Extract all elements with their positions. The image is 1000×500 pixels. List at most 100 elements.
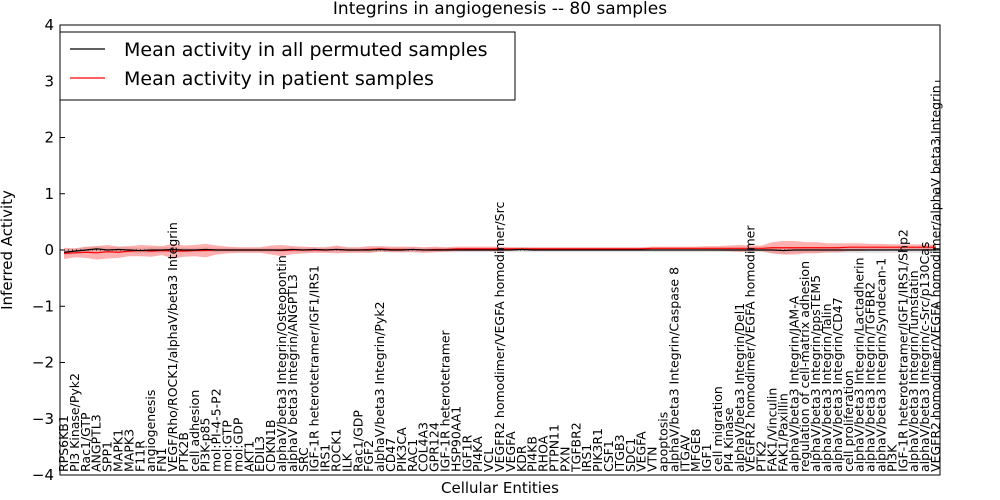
series-line-patient [63, 246, 936, 254]
category-label: MAPK3 [121, 429, 136, 472]
category-label: cell adhesion [187, 390, 202, 472]
category-label: PIK3CA [394, 427, 409, 472]
category-label: mol:PI-4-5-P2 [209, 388, 224, 472]
category-label: ITGAV [677, 434, 692, 472]
y-ticks: −4 −3 −2 −1 0 1 2 3 4 [32, 16, 940, 484]
legend: Mean activity in all permuted samples Me… [59, 31, 516, 101]
category-label: VEGF/Rho/ROCK1/alphaV/beta3 Integrin [165, 222, 180, 472]
category-label: TGFBR2 [568, 422, 583, 473]
chart-title: Integrins in angiogenesis -- 80 samples [333, 0, 667, 19]
category-label: VCL [481, 448, 496, 472]
category-label: PTK2 [754, 441, 769, 472]
category-label: alphaV/beta3 Integrin/TGFBR2 [863, 282, 878, 472]
category-label: FGF2 [361, 440, 376, 472]
legend-label-permuted: Mean activity in all permuted samples [124, 39, 487, 61]
category-label: FAK1/Vinculin [765, 388, 780, 472]
category-label: HSP90AA1 [448, 406, 463, 472]
category-label: alphaV/beta3 Integrin/Pyk2 [372, 301, 387, 472]
category-label: ANGPTL3 [89, 414, 104, 472]
category-label: mol:GDP [230, 417, 245, 472]
category-label: VEGFR2 homodimer/VEGFA homodimer/alphaV … [928, 85, 943, 472]
category-label: PIK3R1 [590, 428, 605, 472]
category-label: PI4KB [525, 436, 540, 472]
category-label: alphaV/beta3 Integrin/JAM-A [786, 296, 801, 472]
category-label: alphaV/beta3 Integrin/Tumstatin [906, 270, 921, 472]
category-label: IRS1 [579, 444, 594, 472]
category-label: RAC1 [405, 439, 420, 472]
category-label: SRC [296, 447, 311, 472]
category-label: VEGFA [503, 431, 518, 472]
category-label: ITGB3 [612, 434, 627, 472]
y-axis-label: Inferred Activity [0, 190, 16, 310]
category-label: GPR124 [427, 422, 442, 472]
category-label: MFGE8 [688, 428, 703, 472]
category-label: mol:GTP [220, 420, 235, 472]
category-label: CD47 [383, 438, 398, 472]
category-label: EDIL3 [252, 436, 267, 472]
category-label: IRS1 [318, 444, 333, 472]
category-label: Rac1/GDP [350, 410, 365, 472]
category-label: alphaV/beta3 Integrin/Caspase 8 [666, 267, 681, 472]
category-label: VEGFR2 homodimer/VEGFA homodimer [743, 225, 758, 472]
category-label: alphaV/beta3 Integrin/ppsTEM5 [808, 275, 823, 472]
category-label: apoptosis [656, 412, 671, 472]
category-label: alphaV/beta3 Integrin/Lactadherin [852, 257, 867, 472]
category-label: alphaV/beta3 Integrin/c-Src/p130Cas [917, 242, 932, 472]
category-label: VEGFA [634, 431, 649, 472]
category-label: IGF-1R heterotetramer [438, 329, 453, 472]
category-label: PI3 Kinase/Pyk2 [67, 373, 82, 472]
category-label: alphaV/beta3 Integrin/Del1 [732, 303, 747, 472]
y-tick-label: 4 [44, 16, 54, 34]
category-label: alphaV/beta3 Integrin/Talin [819, 304, 834, 473]
category-label: angiogenesis [143, 390, 158, 472]
y-tick-label: −4 [32, 466, 54, 484]
category-label: alphaV beta3 Integrin/ANGPTL3 [285, 274, 300, 472]
category-label: SDC1 [623, 438, 638, 472]
y-tick-label: −2 [32, 354, 54, 372]
category-label: alphaV/beta3 Integrin/CD47 [830, 297, 845, 472]
y-tick-label: 1 [44, 185, 54, 203]
category-label: PI4KA [470, 436, 485, 472]
legend-box [59, 31, 516, 101]
category-label: alphaV/beta3 Integrin/Syndecan-1 [874, 258, 889, 472]
y-tick-label: 2 [44, 129, 54, 147]
legend-label-patient: Mean activity in patient samples [124, 68, 434, 90]
category-label: IGF-1R heterotetramer/IGF1/IRS1 [307, 265, 322, 472]
category-label: cell migration [710, 386, 725, 472]
x-axis-label: Cellular Entities [441, 479, 559, 497]
category-label: COL4A3 [416, 422, 431, 472]
category-label: MAPK1 [111, 429, 126, 472]
category-label: PI4 Kinase [721, 407, 736, 472]
category-label: ILK [339, 452, 354, 472]
series-line-permuted [63, 248, 936, 253]
category-label: CSF1 [601, 440, 616, 472]
category-label: cell proliferation [841, 370, 856, 472]
category-label: FAK1/Paxillin [775, 393, 790, 472]
y-tick-label: −3 [32, 410, 54, 428]
category-label: IGF1 [699, 443, 714, 472]
category-label: alphaV/beta3 Integrin/Osteopontin [274, 255, 289, 472]
category-label: PTPN11 [547, 424, 562, 472]
category-label: FN1 [154, 448, 169, 473]
category-label: IGF-1R heterotetramer/IGF1/IRS1/Shp2 [895, 229, 910, 472]
category-label: ROCK1 [329, 429, 344, 472]
category-label: RHOA [536, 435, 551, 472]
category-label: KDR [514, 445, 529, 472]
category-label: PI3K-p85 [198, 418, 213, 472]
category-label: PI3K [884, 444, 899, 472]
category-label: AKT1 [241, 441, 256, 472]
category-label: PTK2B [176, 432, 191, 472]
category-label: regulation of cell-matrix adhesion [797, 261, 812, 472]
y-tick-label: 0 [44, 241, 54, 259]
category-label: IGF1R [459, 434, 474, 472]
category-label: VEGFR2 homodimer/VEGFA homodimer/Src [492, 202, 507, 472]
category-label: CDKN1B [263, 420, 278, 472]
category-label: Rac1/GTP [78, 412, 93, 472]
category-label: PXN [557, 447, 572, 472]
category-label: SPP1 [100, 441, 115, 472]
y-tick-label: −1 [32, 297, 54, 315]
y-tick-label: 3 [44, 72, 54, 90]
plot-frame [59, 24, 941, 476]
